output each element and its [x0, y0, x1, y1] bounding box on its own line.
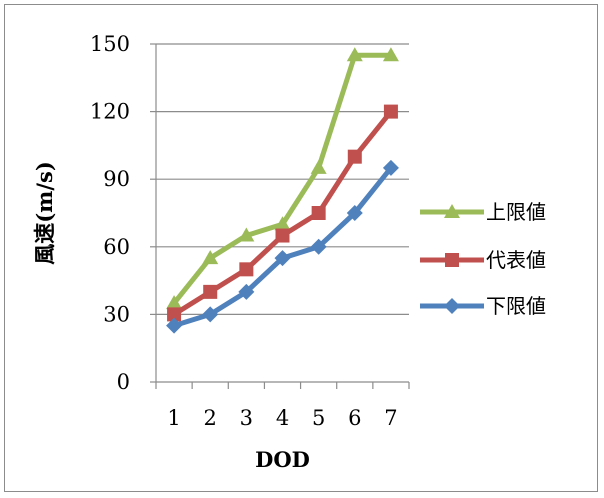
data-point	[167, 307, 182, 322]
y-tick-label: 90	[103, 167, 130, 191]
legend-item: 代表値	[420, 248, 546, 272]
data-point	[310, 159, 327, 174]
x-tick-label: 7	[384, 406, 397, 430]
legend-item: 下限値	[420, 294, 546, 318]
y-tick-labels: 0 30 60 90 120 150	[90, 32, 130, 394]
data-point	[203, 284, 218, 299]
data-point	[347, 149, 362, 164]
data-point	[346, 205, 363, 221]
data-point	[238, 227, 255, 242]
series-diamond	[166, 159, 399, 334]
x-tick-label: 3	[240, 406, 253, 430]
legend-marker	[444, 204, 460, 218]
y-tick-label: 120	[90, 100, 130, 124]
data-point	[274, 250, 291, 267]
x-tick-label: 2	[204, 406, 217, 430]
legend-label: 下限値	[486, 294, 546, 318]
series-group	[166, 47, 399, 334]
legend-marker	[445, 253, 459, 267]
data-point	[346, 47, 363, 62]
y-tick-label: 60	[103, 235, 130, 259]
x-tick-label: 1	[167, 406, 180, 430]
x-tick-label: 6	[348, 406, 361, 430]
data-point	[382, 159, 399, 176]
chart-frame	[4, 4, 598, 492]
gridlines	[156, 43, 409, 315]
x-tick-label: 5	[312, 406, 325, 430]
data-point	[166, 317, 183, 334]
legend-label: 上限値	[486, 200, 546, 224]
y-tick-label: 150	[90, 32, 130, 56]
axes	[150, 43, 410, 389]
legend-marker	[444, 298, 460, 314]
x-axis-title: DOD	[255, 447, 310, 472]
x-tick-label: 4	[276, 406, 289, 430]
legend-label: 代表値	[486, 248, 546, 272]
legend-item: 上限値	[420, 200, 546, 224]
data-point	[238, 283, 255, 300]
data-point	[311, 206, 326, 220]
series-square	[167, 104, 398, 322]
series-triangle	[166, 47, 399, 310]
data-point	[239, 262, 254, 277]
y-tick-label: 0	[117, 370, 130, 394]
data-point	[310, 238, 327, 255]
data-point	[275, 228, 290, 243]
data-point	[382, 47, 399, 62]
y-tick-label: 30	[103, 302, 130, 326]
data-point	[166, 295, 183, 310]
data-point	[202, 306, 219, 323]
y-axis-title: 風速(m/s)	[32, 161, 57, 265]
data-point	[274, 216, 291, 231]
data-point	[202, 250, 219, 265]
data-point	[383, 104, 398, 119]
